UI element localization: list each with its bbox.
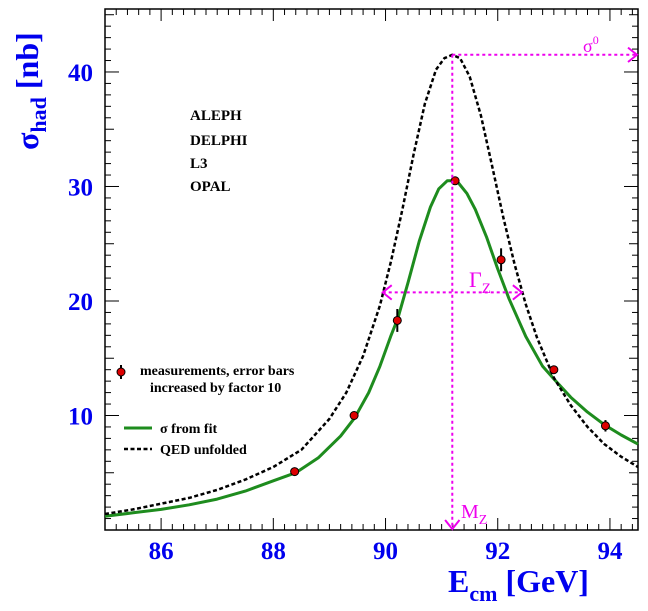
measurement-point [549, 365, 559, 375]
y-tick-label: 10 [68, 403, 93, 430]
gamma-z-subscript: Z [482, 281, 491, 297]
y-tick-label: 30 [68, 174, 93, 201]
measurement-point [600, 420, 610, 432]
legend-measurements-line1: measurements, error bars [140, 364, 295, 379]
y-axis-title: σhad [nb] [9, 32, 51, 150]
measurement-point [349, 410, 359, 420]
legend-marker [116, 365, 126, 379]
sigma0-superscript: 0 [593, 33, 599, 47]
legend-measurements-line2: increased by factor 10 [150, 381, 281, 396]
experiment-list: ALEPH DELPHI L3 OPAL [190, 108, 248, 195]
fit-curve [104, 179, 639, 518]
mz-label: MZ [461, 501, 487, 528]
y-tick-labels: 10 20 30 40 [68, 60, 93, 431]
curves [104, 53, 639, 518]
measurement-points [290, 176, 610, 477]
x-tick-label: 90 [373, 538, 398, 565]
gamma-z-arrowhead-left [381, 284, 393, 301]
gamma-z-symbol: Γ [469, 267, 482, 292]
sigma0-arrowhead [627, 46, 639, 63]
experiment-label: DELPHI [190, 133, 248, 149]
x-tick-labels: 86 88 90 92 94 [149, 538, 623, 565]
mz-arrowhead [444, 519, 461, 531]
y-tick-label: 40 [68, 60, 93, 87]
data-point [496, 255, 506, 265]
x-axis-unit: [GeV] [505, 563, 589, 599]
x-axis-subscript: cm [469, 581, 497, 606]
axis-ticks [104, 9, 638, 530]
y-axis-subscript: had [26, 97, 51, 132]
experiment-label: OPAL [190, 179, 231, 195]
y-tick-label: 20 [68, 289, 93, 316]
measurement-point [290, 467, 300, 477]
legend-fit-label: σ from fit [160, 422, 217, 437]
measurement-point [496, 248, 506, 272]
mz-subscript: Z [479, 513, 488, 528]
data-point [290, 467, 300, 477]
measurement-point [392, 309, 402, 332]
x-tick-label: 88 [261, 538, 286, 565]
data-point [349, 410, 359, 420]
x-axis-title: Ecm [GeV] [448, 563, 589, 606]
data-point [600, 421, 610, 431]
experiment-label: ALEPH [190, 108, 242, 124]
x-tick-label: 94 [597, 538, 623, 565]
legend-qed-label: QED unfolded [160, 443, 247, 458]
data-point [549, 365, 559, 375]
mz-symbol: M [461, 501, 479, 523]
sigma0-symbol: σ [583, 36, 593, 56]
x-tick-label: 86 [149, 538, 174, 565]
sigma0-label: σ0 [583, 33, 599, 56]
plot-frame [104, 8, 639, 531]
legend: measurements, error bars increased by fa… [116, 364, 295, 458]
y-axis-unit: [nb] [9, 32, 45, 89]
x-tick-label: 92 [485, 538, 510, 565]
gamma-z-label: ΓZ [469, 267, 491, 297]
experiment-label: L3 [190, 156, 208, 172]
data-point [392, 315, 402, 325]
gamma-z-arrowhead-right [512, 284, 524, 301]
x-axis-symbol: E [448, 563, 469, 599]
y-axis-symbol: σ [9, 132, 45, 150]
